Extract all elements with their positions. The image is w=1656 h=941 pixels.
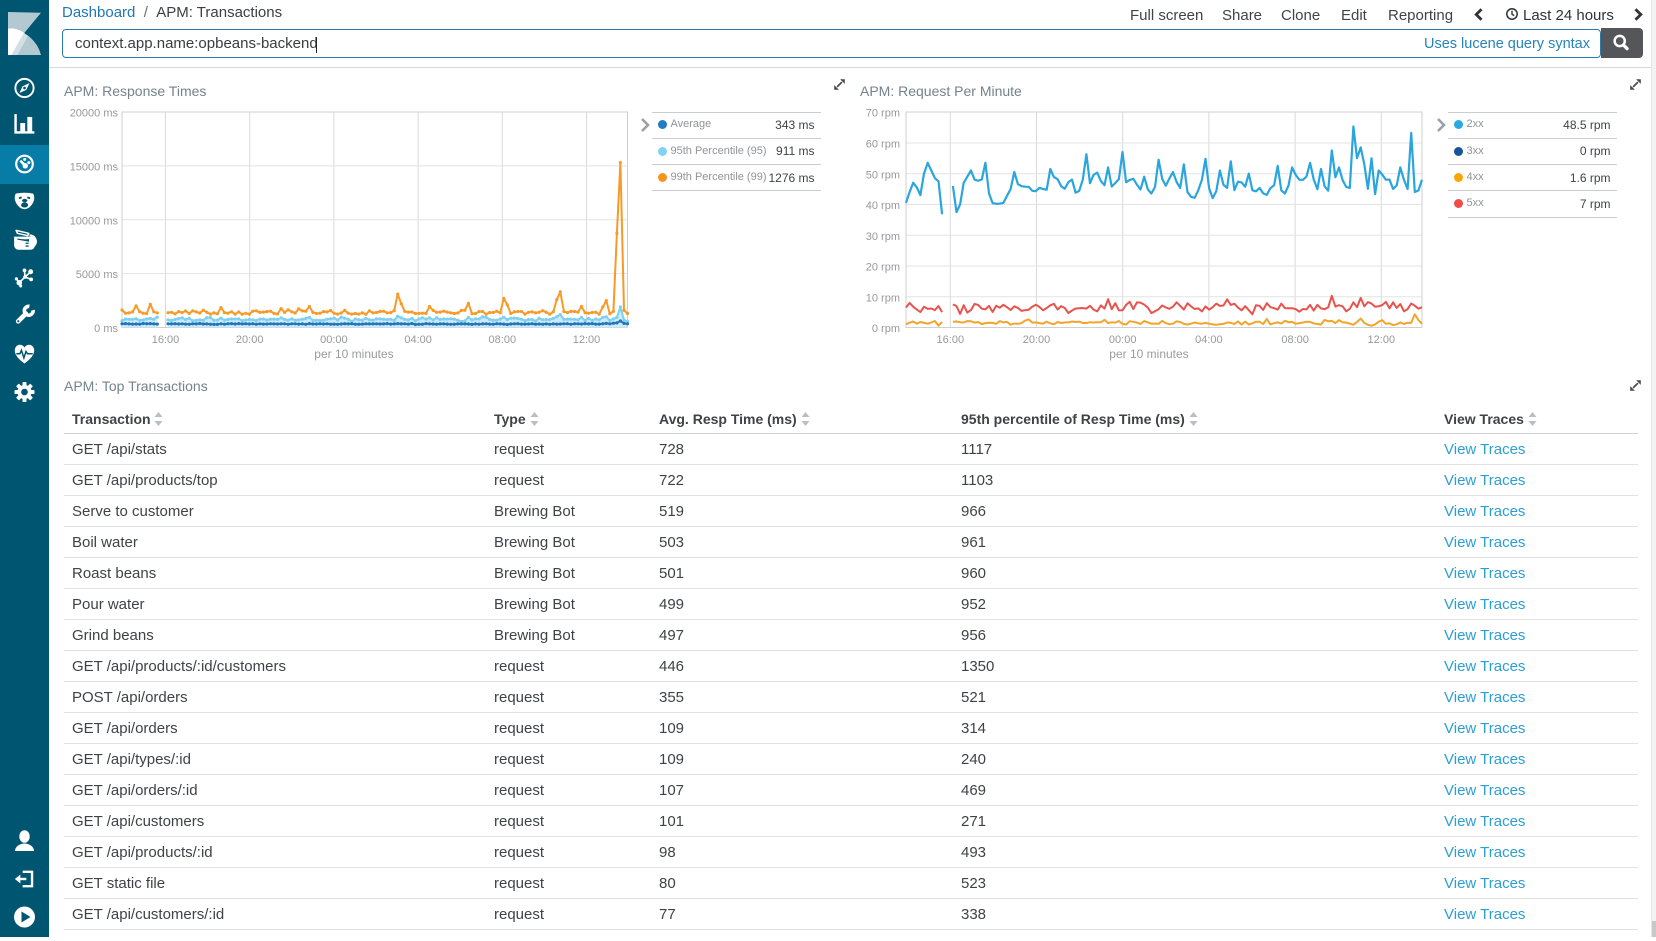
svg-text:50 rpm: 50 rpm (866, 169, 900, 181)
svg-text:00:00: 00:00 (320, 334, 348, 346)
svg-text:per 10 minutes: per 10 minutes (314, 347, 393, 361)
svg-text:00:00: 00:00 (1109, 334, 1137, 346)
svg-text:70 rpm: 70 rpm (866, 108, 900, 120)
svg-text:0 ms: 0 ms (94, 323, 118, 335)
svg-text:20:00: 20:00 (236, 334, 264, 346)
svg-text:20 rpm: 20 rpm (866, 262, 900, 274)
svg-text:10000 ms: 10000 ms (70, 215, 119, 227)
svg-text:15000 ms: 15000 ms (70, 161, 119, 173)
svg-text:12:00: 12:00 (573, 334, 601, 346)
svg-text:10 rpm: 10 rpm (866, 292, 900, 304)
svg-text:30 rpm: 30 rpm (866, 231, 900, 243)
svg-text:60 rpm: 60 rpm (866, 139, 900, 151)
svg-text:0 rpm: 0 rpm (872, 323, 900, 335)
svg-text:20:00: 20:00 (1023, 334, 1051, 346)
svg-text:5000 ms: 5000 ms (76, 269, 119, 281)
svg-text:04:00: 04:00 (1195, 334, 1223, 346)
svg-text:12:00: 12:00 (1368, 334, 1396, 346)
svg-text:16:00: 16:00 (937, 334, 965, 346)
svg-text:08:00: 08:00 (1281, 334, 1309, 346)
svg-text:40 rpm: 40 rpm (866, 200, 900, 212)
svg-text:08:00: 08:00 (489, 334, 517, 346)
svg-text:16:00: 16:00 (152, 334, 180, 346)
svg-text:per 10 minutes: per 10 minutes (1109, 347, 1188, 361)
svg-text:04:00: 04:00 (404, 334, 432, 346)
svg-text:20000 ms: 20000 ms (70, 108, 119, 120)
